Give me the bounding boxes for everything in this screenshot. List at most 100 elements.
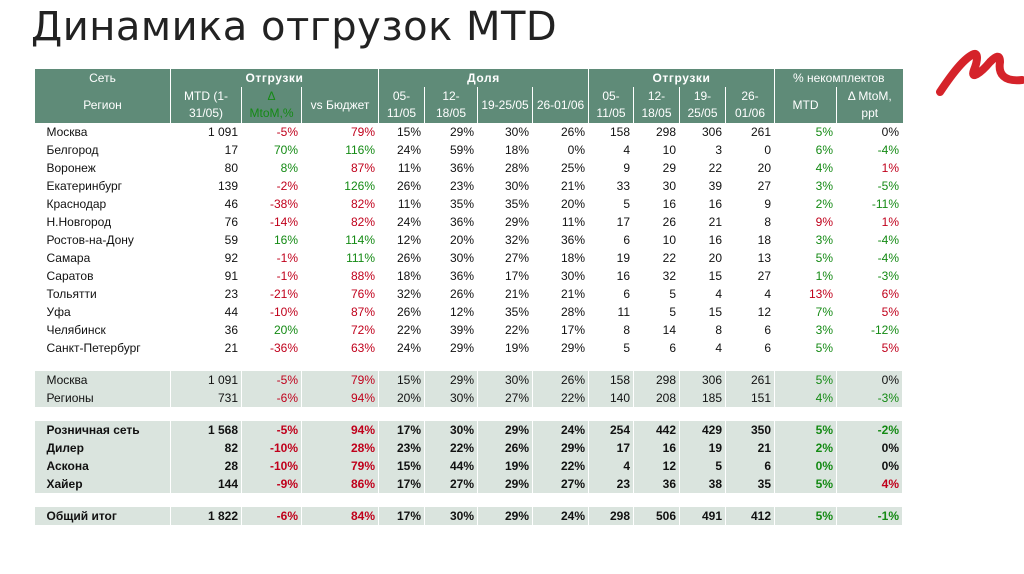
cell-q4: 21 [725,439,775,457]
cell-delta: -21% [241,285,302,303]
cell-q4: 6 [725,457,775,475]
cell-s1: 24% [378,141,425,159]
row-label: Саратов [34,267,171,285]
shipments-table: Сеть Отгрузки Доля Отгрузки % некомплект… [34,69,903,525]
cell-delta: 70% [241,141,302,159]
cell-q3: 4 [679,285,726,303]
cell-s1: 22% [378,321,425,339]
cell-q4: 20 [725,159,775,177]
header-qty-w2: 12-18/05 [633,87,680,123]
cell-delta: 20% [241,321,302,339]
cell-q4: 350 [725,421,775,439]
header-incomplete-delta: Δ MtoM, ppt [836,87,903,123]
cell-inc: 3% [774,321,837,339]
cell-delta: -5% [241,371,302,389]
cell-incd: 0% [836,371,903,389]
cell-q4: 18 [725,231,775,249]
row-label: Москва [34,123,171,141]
cell-mtd: 1 091 [170,123,242,141]
cell-inc: 5% [774,339,837,357]
cell-s1: 17% [378,475,425,493]
row-label: Санкт-Петербург [34,339,171,357]
header-share-w3: 19-25/05 [477,87,533,123]
region-row: Н.Новгород 76 -14% 82% 24% 36% 29% 11% 17 26 21 8 9%… [34,213,903,231]
cell-s3: 29% [477,475,533,493]
cell-s2: 29% [424,371,478,389]
cell-mtd: 76 [170,213,242,231]
cell-s4: 21% [532,177,589,195]
cell-q3: 5 [679,457,726,475]
cell-s4: 24% [532,507,589,525]
region-row: Белгород 17 70% 116% 24% 59% 18% 0% 4 10 3 0 6% -4% [34,141,903,159]
cell-s3: 27% [477,249,533,267]
header-group-incomplete: % некомплектов [774,69,903,87]
header-share-w2: 12-18/05 [424,87,478,123]
cell-delta: -6% [241,507,302,525]
cell-s3: 35% [477,195,533,213]
cell-incd: -4% [836,231,903,249]
cell-q1: 6 [588,231,634,249]
cell-s2: 20% [424,231,478,249]
header-group-share: Доля [378,69,589,87]
cell-inc: 6% [774,141,837,159]
region-row: Ростов-на-Дону 59 16% 114% 12% 20% 32% 36% 6 10 16… [34,231,903,249]
cell-s1: 20% [378,389,425,407]
cell-s3: 29% [477,421,533,439]
cell-budget: 87% [301,303,379,321]
header-set: Сеть [34,69,171,87]
row-label: Регионы [34,389,171,407]
cell-s2: 29% [424,123,478,141]
cell-s4: 18% [532,249,589,267]
cell-s4: 11% [532,213,589,231]
cell-incd: -5% [836,177,903,195]
cell-s4: 17% [532,321,589,339]
cell-q2: 22 [633,249,680,267]
cell-q4: 27 [725,177,775,195]
cell-q1: 4 [588,141,634,159]
cell-s4: 29% [532,439,589,457]
header-vs-budget: vs Бюджет [301,87,379,123]
cell-mtd: 731 [170,389,242,407]
cell-s4: 26% [532,371,589,389]
cell-budget: 88% [301,267,379,285]
cell-q2: 5 [633,285,680,303]
cell-mtd: 1 822 [170,507,242,525]
cell-incd: -1% [836,507,903,525]
cell-s3: 22% [477,321,533,339]
cell-s4: 20% [532,195,589,213]
cell-delta: -1% [241,267,302,285]
cell-q3: 4 [679,339,726,357]
cell-q4: 261 [725,371,775,389]
cell-s2: 27% [424,475,478,493]
cell-q3: 306 [679,123,726,141]
cell-s4: 30% [532,267,589,285]
header-incomplete-mtd: MTD [774,87,837,123]
cell-q1: 4 [588,457,634,475]
cell-s2: 36% [424,267,478,285]
cell-q3: 22 [679,159,726,177]
cell-s4: 36% [532,231,589,249]
cell-q3: 19 [679,439,726,457]
cell-q3: 39 [679,177,726,195]
total-row: Общий итог 1 822 -6% 84% 17% 30% 29% 24% 298 506 4… [34,507,903,525]
cell-q1: 5 [588,339,634,357]
cell-mtd: 17 [170,141,242,159]
cell-s2: 12% [424,303,478,321]
cell-q2: 5 [633,303,680,321]
cell-s2: 30% [424,507,478,525]
cell-inc: 9% [774,213,837,231]
cell-q2: 298 [633,123,680,141]
cell-s1: 24% [378,213,425,231]
cell-budget: 94% [301,421,379,439]
cell-s1: 17% [378,421,425,439]
spacer-cell [34,357,903,371]
cell-s1: 11% [378,195,425,213]
cell-q1: 17 [588,439,634,457]
cell-incd: 0% [836,457,903,475]
channel-row: Дилер 82 -10% 28% 23% 22% 26% 29% 17 16 19 21 2% 0% [34,439,903,457]
cell-q1: 5 [588,195,634,213]
cell-inc: 5% [774,507,837,525]
cell-s4: 0% [532,141,589,159]
cell-mtd: 144 [170,475,242,493]
cell-s3: 30% [477,123,533,141]
